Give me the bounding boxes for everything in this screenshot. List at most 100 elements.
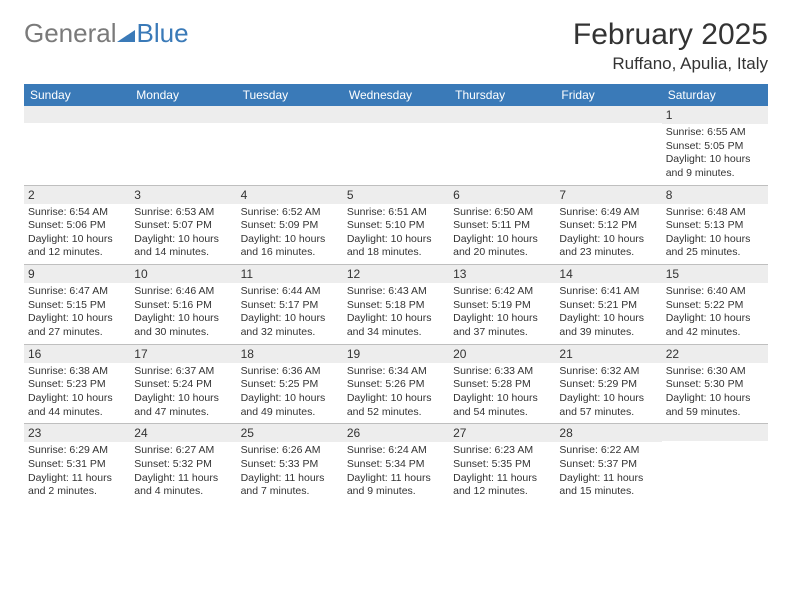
detail-line: Sunset: 5:34 PM	[347, 458, 445, 472]
detail-line: Sunset: 5:33 PM	[241, 458, 339, 472]
calendar-page: General Blue February 2025 Ruffano, Apul…	[0, 0, 792, 521]
day-cell: 25 Sunrise: 6:26 AMSunset: 5:33 PMDayligh…	[237, 424, 343, 503]
detail-line: Daylight: 10 hours and 39 minutes.	[559, 312, 657, 339]
day-cell: 2Sunrise: 6:54 AMSunset: 5:06 PMDaylight…	[24, 186, 130, 265]
detail-line: Sunrise: 6:34 AM	[347, 365, 445, 379]
day-header: Monday	[130, 84, 236, 106]
day-number: 4	[237, 186, 343, 204]
week-row: 16Sunrise: 6:38 AMSunset: 5:23 PMDayligh…	[24, 344, 768, 424]
logo-word1: General	[24, 18, 117, 49]
detail-line: Daylight: 10 hours and 37 minutes.	[453, 312, 551, 339]
detail-line: Daylight: 10 hours and 44 minutes.	[28, 392, 126, 419]
day-number: 23	[24, 424, 130, 442]
detail-line: Daylight: 10 hours and 14 minutes.	[134, 233, 232, 260]
detail-line: Daylight: 10 hours and 30 minutes.	[134, 312, 232, 339]
detail-line: Sunrise: 6:40 AM	[666, 285, 764, 299]
detail-line: Sunset: 5:13 PM	[666, 219, 764, 233]
day-details: Sunrise: 6:38 AMSunset: 5:23 PMDaylight:…	[24, 363, 130, 424]
day-number: 26	[343, 424, 449, 442]
detail-line: Sunrise: 6:51 AM	[347, 206, 445, 220]
detail-line: Daylight: 10 hours and 25 minutes.	[666, 233, 764, 260]
day-number	[662, 424, 768, 441]
location: Ruffano, Apulia, Italy	[573, 54, 768, 74]
day-cell: 12Sunrise: 6:43 AMSunset: 5:18 PMDayligh…	[343, 265, 449, 344]
detail-line: Sunrise: 6:29 AM	[28, 444, 126, 458]
day-details: Sunrise: 6:52 AMSunset: 5:09 PMDaylight:…	[237, 204, 343, 265]
day-details: Sunrise: 6:22 AMSunset: 5:37 PMDaylight:…	[555, 442, 661, 503]
day-details: Sunrise: 6:43 AMSunset: 5:18 PMDaylight:…	[343, 283, 449, 344]
day-number: 28	[555, 424, 661, 442]
day-number: 27	[449, 424, 555, 442]
logo-triangle-icon	[117, 30, 135, 42]
detail-line: Sunrise: 6:42 AM	[453, 285, 551, 299]
day-number: 15	[662, 265, 768, 283]
day-number: 3	[130, 186, 236, 204]
day-details	[555, 123, 661, 129]
day-number: 24	[130, 424, 236, 442]
day-number: 14	[555, 265, 661, 283]
day-details: Sunrise: 6:48 AMSunset: 5:13 PMDaylight:…	[662, 204, 768, 265]
detail-line: Sunrise: 6:47 AM	[28, 285, 126, 299]
week-row: 2Sunrise: 6:54 AMSunset: 5:06 PMDaylight…	[24, 185, 768, 265]
detail-line: Sunset: 5:25 PM	[241, 378, 339, 392]
detail-line: Daylight: 10 hours and 54 minutes.	[453, 392, 551, 419]
day-cell: 20Sunrise: 6:33 AMSunset: 5:28 PMDayligh…	[449, 345, 555, 424]
day-cell	[662, 424, 768, 503]
header: General Blue February 2025 Ruffano, Apul…	[24, 18, 768, 74]
day-cell	[555, 106, 661, 185]
day-details	[662, 441, 768, 447]
day-header: Saturday	[662, 84, 768, 106]
day-cell: 10Sunrise: 6:46 AMSunset: 5:16 PMDayligh…	[130, 265, 236, 344]
day-details: Sunrise: 6:27 AMSunset: 5:32 PMDaylight:…	[130, 442, 236, 503]
detail-line: Daylight: 10 hours and 42 minutes.	[666, 312, 764, 339]
day-header: Sunday	[24, 84, 130, 106]
day-details: Sunrise: 6:42 AMSunset: 5:19 PMDaylight:…	[449, 283, 555, 344]
detail-line: Sunrise: 6:55 AM	[666, 126, 764, 140]
day-number: 13	[449, 265, 555, 283]
day-cell: 13Sunrise: 6:42 AMSunset: 5:19 PMDayligh…	[449, 265, 555, 344]
day-cell	[449, 106, 555, 185]
day-cell: 24Sunrise: 6:27 AMSunset: 5:32 PMDayligh…	[130, 424, 236, 503]
detail-line: Daylight: 10 hours and 18 minutes.	[347, 233, 445, 260]
detail-line: Daylight: 10 hours and 57 minutes.	[559, 392, 657, 419]
detail-line: Sunset: 5:26 PM	[347, 378, 445, 392]
detail-line: Daylight: 11 hours and 7 minutes.	[241, 472, 339, 499]
detail-line: Sunrise: 6:52 AM	[241, 206, 339, 220]
day-details: Sunrise: 6:44 AMSunset: 5:17 PMDaylight:…	[237, 283, 343, 344]
day-number: 1	[662, 106, 768, 124]
day-cell: 7Sunrise: 6:49 AMSunset: 5:12 PMDaylight…	[555, 186, 661, 265]
day-cell: 17Sunrise: 6:37 AMSunset: 5:24 PMDayligh…	[130, 345, 236, 424]
day-details	[449, 123, 555, 129]
day-number	[343, 106, 449, 123]
detail-line: Sunset: 5:11 PM	[453, 219, 551, 233]
detail-line: Sunset: 5:15 PM	[28, 299, 126, 313]
day-cell: 8Sunrise: 6:48 AMSunset: 5:13 PMDaylight…	[662, 186, 768, 265]
detail-line: Sunrise: 6:23 AM	[453, 444, 551, 458]
day-details: Sunrise: 6:33 AMSunset: 5:28 PMDaylight:…	[449, 363, 555, 424]
detail-line: Daylight: 10 hours and 27 minutes.	[28, 312, 126, 339]
detail-line: Sunset: 5:35 PM	[453, 458, 551, 472]
day-number: 22	[662, 345, 768, 363]
week-row: 23 Sunrise: 6:29 AMSunset: 5:31 PM Dayligh…	[24, 423, 768, 503]
detail-line: Daylight: 11 hours and 4 minutes.	[134, 472, 232, 499]
detail-line: Daylight: 10 hours and 47 minutes.	[134, 392, 232, 419]
day-number: 19	[343, 345, 449, 363]
detail-line: Daylight: 10 hours and 59 minutes.	[666, 392, 764, 419]
detail-line: Sunset: 5:21 PM	[559, 299, 657, 313]
detail-line: Sunrise: 6:22 AM	[559, 444, 657, 458]
day-number: 20	[449, 345, 555, 363]
day-number: 25	[237, 424, 343, 442]
detail-line: Sunset: 5:31 PM	[28, 458, 126, 472]
detail-line: Daylight: 10 hours and 52 minutes.	[347, 392, 445, 419]
logo: General Blue	[24, 18, 189, 49]
day-cell: 21Sunrise: 6:32 AMSunset: 5:29 PMDayligh…	[555, 345, 661, 424]
detail-line: Sunrise: 6:26 AM	[241, 444, 339, 458]
detail-line: Sunrise: 6:50 AM	[453, 206, 551, 220]
day-cell	[24, 106, 130, 185]
detail-line: Sunrise: 6:27 AM	[134, 444, 232, 458]
day-details	[237, 123, 343, 129]
detail-line: Sunset: 5:18 PM	[347, 299, 445, 313]
day-details: Sunrise: 6:32 AMSunset: 5:29 PMDaylight:…	[555, 363, 661, 424]
day-header-row: SundayMondayTuesdayWednesdayThursdayFrid…	[24, 84, 768, 106]
detail-line: Sunset: 5:09 PM	[241, 219, 339, 233]
